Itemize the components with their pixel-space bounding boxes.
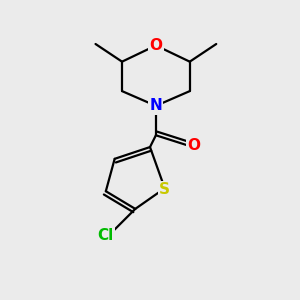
Text: N: N <box>149 98 162 113</box>
Text: O: O <box>149 38 162 53</box>
Text: O: O <box>188 138 201 153</box>
Text: S: S <box>159 182 170 197</box>
Text: Cl: Cl <box>98 228 114 243</box>
